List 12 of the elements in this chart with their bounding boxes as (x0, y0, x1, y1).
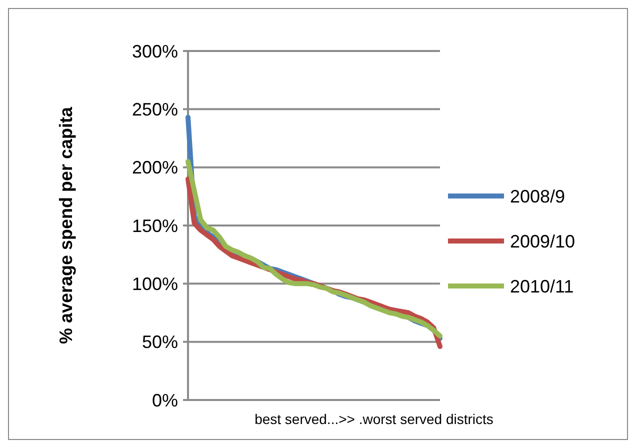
y-tick-label: 50% (142, 332, 178, 352)
y-tick-label: 150% (132, 216, 178, 236)
y-axis-title: % average spend per capita (56, 106, 76, 344)
y-tick-label: 300% (132, 41, 178, 62)
y-tick-label: 100% (132, 274, 178, 294)
x-axis-title: best served...>> .worst served districts (254, 411, 494, 427)
legend-label: 2008/9 (510, 186, 566, 206)
legend-label: 2009/10 (510, 231, 576, 252)
y-tick-label: 0% (152, 390, 178, 410)
legend-label: 2010/11 (510, 276, 574, 296)
y-tick-label: 200% (132, 158, 178, 178)
y-tick-label: 250% (132, 99, 178, 120)
